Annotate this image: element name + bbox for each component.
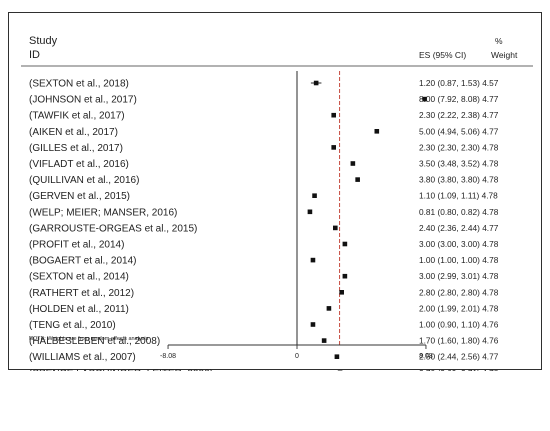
study-label: (WILLIAMS et al., 2007) — [29, 352, 136, 363]
effect-estimate: 3.00 (3.00, 3.00) 4.78 — [419, 239, 499, 249]
effect-marker — [333, 225, 338, 231]
study-label: (TAWFIK et al., 2017) — [29, 111, 125, 122]
effect-marker — [350, 161, 356, 166]
study-label: (WELP; MEIER; MANSER, 2016) — [29, 207, 177, 218]
effect-marker — [326, 306, 332, 311]
effect-estimate: 1.10 (1.09, 1.11) 4.78 — [419, 191, 498, 201]
study-label: (VIFLADT et al., 2016) — [29, 159, 129, 170]
study-label: (BOGAERT et al., 2014) — [29, 256, 136, 267]
effect-estimate: 5.00 (4.94, 5.06) 4.77 — [419, 126, 499, 136]
study-label: (HALBESLEBEN et al., 2008) — [29, 336, 160, 347]
effect-estimate: 3.00 (2.99, 3.01) 4.78 — [419, 271, 499, 281]
effect-estimate: 2.00 (1.99, 2.01) 4.78 — [419, 303, 499, 313]
study-label: (GARROUSTE-ORGEAS et al., 2015) — [29, 223, 197, 234]
effect-estimate: 1.00 (1.00, 1.00) 4.78 — [419, 255, 499, 265]
effect-estimate: 0.81 (0.80, 0.82) 4.78 — [419, 207, 499, 217]
effect-marker — [307, 209, 313, 215]
study-label: (SPENCE LASCHINGER; LEITER, 2006) — [29, 368, 213, 371]
x-tick-label: -8.08 — [160, 353, 176, 360]
study-label: (QUILLIVAN et al., 2016) — [29, 175, 139, 186]
effect-marker — [321, 338, 327, 343]
effect-marker — [342, 273, 348, 279]
header-id: ID — [29, 49, 40, 61]
study-label: (RATHERT et al., 2012) — [29, 288, 134, 299]
study-label: (TENG et al., 2010) — [29, 320, 116, 331]
effect-estimate: 1.20 (0.87, 1.53) 4.57 — [419, 78, 499, 88]
effect-marker — [339, 290, 344, 295]
effect-estimate: 1.70 (1.60, 1.80) 4.76 — [419, 336, 499, 346]
effect-estimate: 2.40 (2.36, 2.44) 4.77 — [419, 223, 499, 233]
effect-marker — [310, 322, 316, 327]
effect-marker — [313, 80, 319, 86]
x-tick-label: 8.08 — [419, 353, 433, 360]
header-es: ES (95% CI) — [419, 50, 466, 60]
effect-marker — [337, 370, 343, 376]
forest-plot: Study ID ES (95% CI) % Weight (SEXTON et… — [21, 35, 533, 395]
effect-estimate: 2.30 (2.30, 2.30) 4.78 — [419, 142, 499, 152]
header-study: Study — [29, 35, 58, 47]
study-label: (JOHNSON et al., 2017) — [29, 95, 137, 106]
effect-marker — [422, 96, 427, 102]
forest-plot-frame: Study ID ES (95% CI) % Weight (SEXTON et… — [8, 12, 542, 395]
study-label: (PROFIT et al., 2014) — [29, 240, 124, 251]
effect-marker — [334, 354, 340, 359]
effect-marker — [342, 241, 348, 247]
study-label: (SEXTON et al., 2018) — [29, 79, 129, 90]
effect-marker — [331, 112, 337, 118]
x-tick-label: 0 — [295, 353, 299, 360]
study-label: (SEXTON et al., 2014) — [29, 272, 129, 283]
effect-estimate: 2.70 (2.69, 2.71) 4.78 — [419, 368, 499, 371]
study-label: (AIKEN et al., 2017) — [29, 127, 118, 138]
study-label: (GILLES et al., 2017) — [29, 143, 123, 154]
x-axis: -8.08 0 8.08 — [160, 344, 433, 360]
effect-marker — [355, 177, 360, 182]
study-label: (GERVEN et al., 2015) — [29, 191, 130, 202]
effect-estimate: 3.80 (3.80, 3.80) 4.78 — [419, 175, 499, 185]
effect-estimate: 2.80 (2.80, 2.80) 4.78 — [419, 287, 499, 297]
header-weight: Weight — [491, 50, 518, 60]
study-label: (HOLDEN et al., 2011) — [29, 304, 129, 315]
effect-estimate: 1.00 (0.90, 1.10) 4.76 — [419, 320, 499, 330]
effect-marker — [312, 193, 317, 198]
effect-marker — [331, 145, 337, 150]
effect-estimate: 3.50 (3.48, 3.52) 4.78 — [419, 159, 499, 169]
effect-marker — [374, 129, 380, 134]
header-percent: % — [495, 36, 503, 46]
effect-estimate: 2.50 (2.44, 2.56) 4.77 — [419, 352, 499, 362]
study-rows: (SEXTON et al., 2018) 1.20 (0.87, 1.53) 4… — [29, 71, 508, 395]
effect-estimate: 2.30 (2.22, 2.38) 4.77 — [419, 110, 499, 120]
effect-estimate: 8.00 (7.92, 8.08) 4.77 — [419, 94, 499, 104]
effect-marker — [310, 257, 316, 263]
weights-note: NOTE: Weights are from random effects an… — [29, 336, 149, 342]
